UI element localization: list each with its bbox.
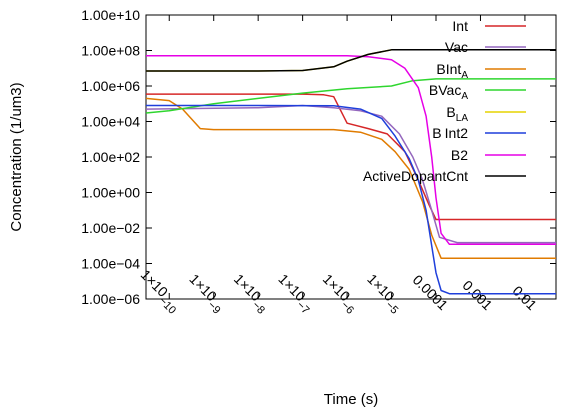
legend-label-2: BIntA [436, 61, 468, 81]
legend-label-1: Vac [445, 39, 468, 55]
legend-label-6: B2 [451, 147, 468, 163]
y-tick-label: 1.00e+00 [81, 185, 140, 201]
y-axis: 1.00e+10 1.00e+08 1.00e+06 1.00e+04 1.00e+02… [81, 7, 556, 307]
y-tick-label: 1.00e+08 [81, 43, 140, 59]
x-tick-label: 0.001 [460, 277, 496, 313]
series-line-5 [146, 104, 556, 295]
series-line-7 [146, 49, 556, 72]
y-tick-label: 1.00e+04 [81, 114, 140, 130]
series-lines [145, 49, 556, 295]
x-axis-title: Time (s) [324, 391, 378, 408]
x-axis: 1×10−101×10−91×10−81×10−71×10−61×10−5 0.0… [134, 15, 541, 317]
y-tick-label: 1.00e−06 [81, 291, 140, 307]
series-line-3 [145, 78, 556, 114]
x-tick-label: 1×10−6 [316, 271, 362, 317]
y-axis-title: Concentration (1/um3) [8, 82, 25, 231]
plot-frame [145, 14, 557, 300]
legend-label-7: ActiveDopantCnt [363, 168, 468, 184]
series-line-0 [146, 93, 556, 221]
x-tick-label: 1×10−9 [183, 271, 229, 317]
legend-label-5: B Int2 [432, 125, 468, 141]
series-line-1 [145, 104, 556, 244]
y-tick-label: 1.00e+02 [81, 149, 140, 165]
legend-label-4: BLA [446, 104, 468, 124]
x-tick-label: 1×10−7 [272, 271, 318, 317]
x-tick-label: 1×10−5 [361, 271, 407, 317]
y-tick-label: 1.00e+06 [81, 78, 140, 94]
legend-label-0: Int [452, 18, 468, 34]
y-tick-label: 1.00e−02 [81, 220, 140, 236]
legend-label-3: BVacA [429, 82, 468, 102]
x-tick-label: 1×10−8 [227, 271, 273, 317]
y-tick-label: 1.00e−04 [81, 256, 140, 272]
series-line-6 [146, 55, 556, 246]
x-tick-label: 1×10−10 [134, 266, 184, 316]
series-line-2 [145, 97, 556, 259]
x-tick-label: 0.01 [510, 283, 541, 314]
y-tick-label: 1.00e+10 [81, 7, 140, 23]
